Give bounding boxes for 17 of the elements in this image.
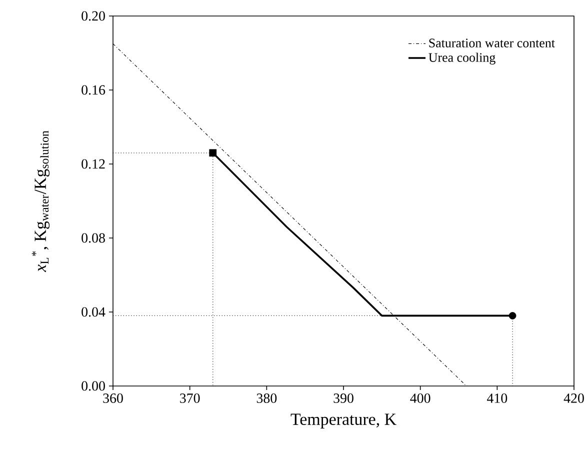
- x-tick-label: 370: [180, 394, 200, 403]
- legend-label: Saturation water content: [429, 38, 555, 48]
- y-tick-label: 0.08: [82, 233, 105, 243]
- x-tick-label: 400: [410, 394, 430, 403]
- x-tick-label: 420: [564, 394, 584, 403]
- y-tick-label: 0.00: [82, 381, 105, 391]
- legend-label: Urea cooling: [428, 52, 496, 65]
- x-tick-label: 410: [486, 394, 508, 403]
- y-tick-label: 0.12: [82, 159, 105, 169]
- x-tick-label: 390: [334, 394, 354, 403]
- y-tick-label: 0.16: [82, 85, 106, 95]
- y-axis-title: x$_{L}$$^{*}$, Kg$_{water}$/Kg$_{solution}$: [32, 130, 50, 272]
- x-axis-title: Temperature, K: [290, 414, 396, 428]
- y-tick-label: 0.20: [82, 11, 105, 21]
- y-tick-label: 0.04: [82, 307, 106, 317]
- x-tick-label: 380: [256, 394, 277, 403]
- x-tick-label: 360: [103, 394, 123, 403]
